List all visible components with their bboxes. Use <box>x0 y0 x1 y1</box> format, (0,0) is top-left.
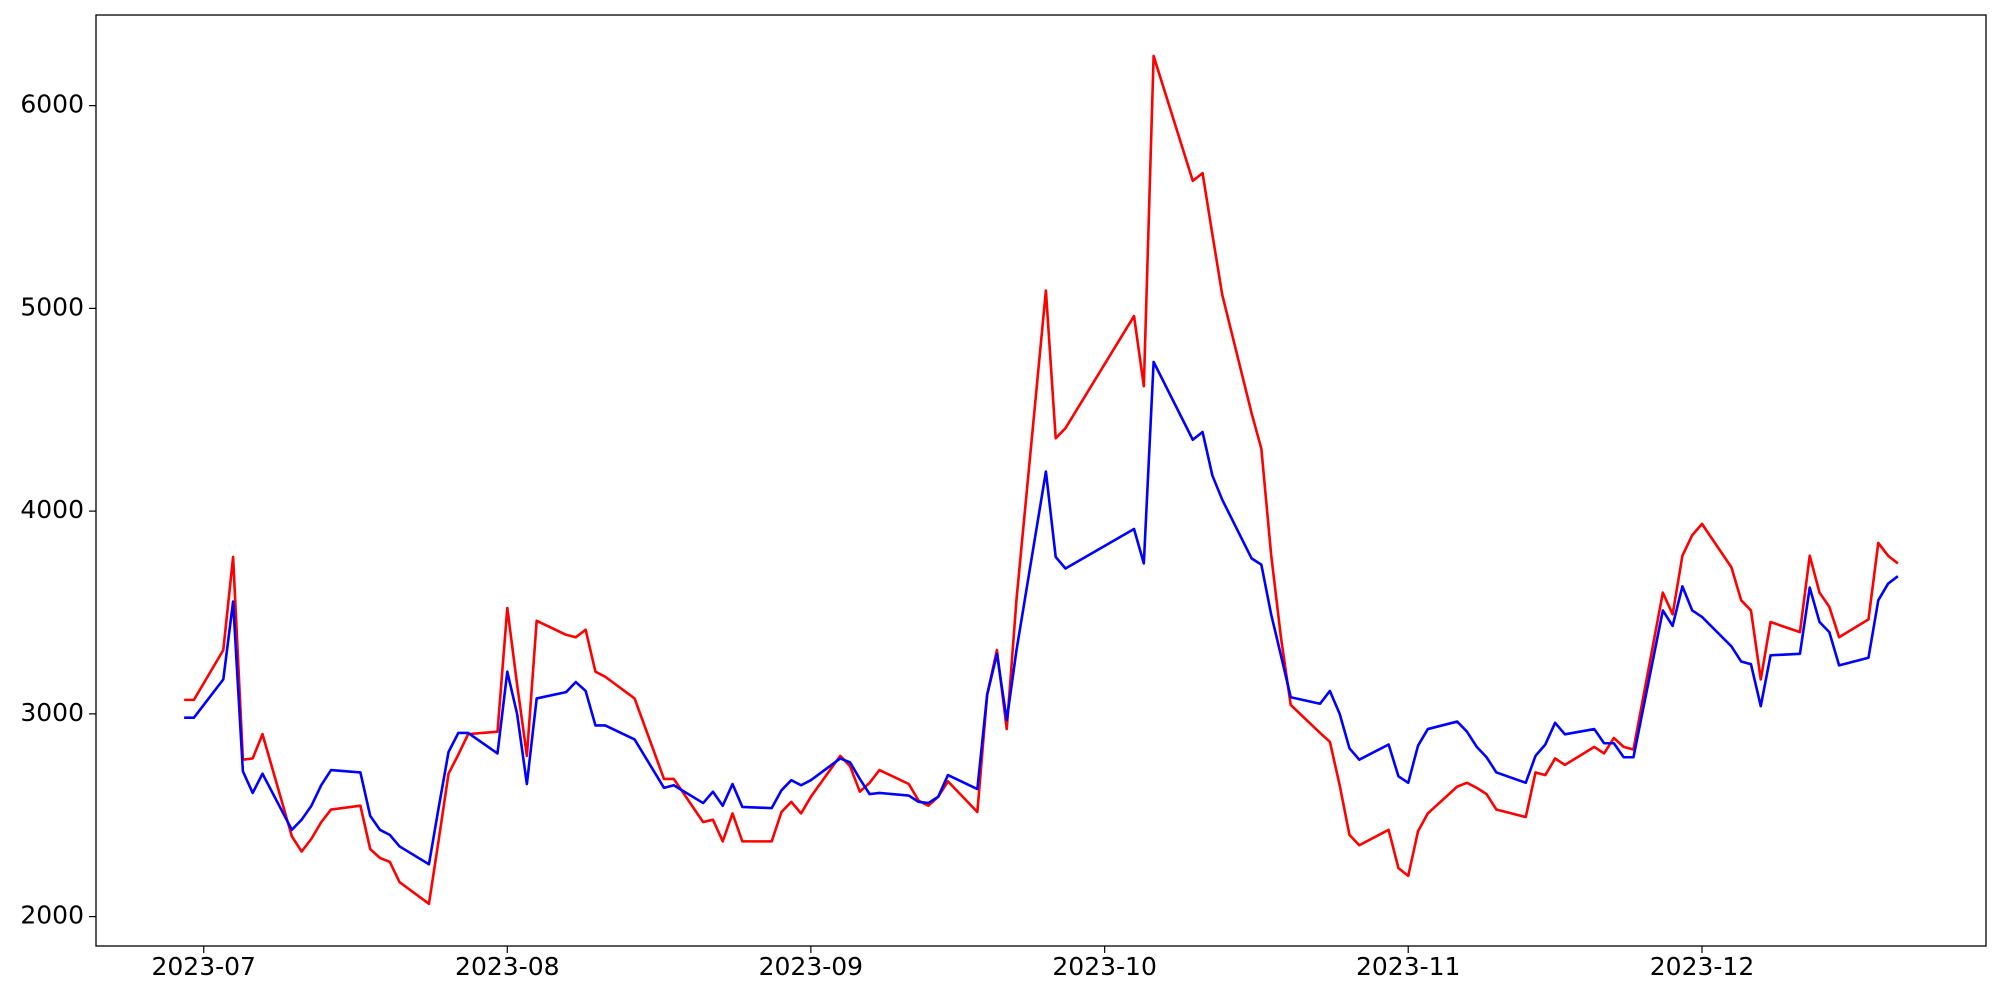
data-line <box>184 54 1899 906</box>
y-tick-label: 5000 <box>20 292 84 321</box>
x-tick-label: 2023-08 <box>455 952 559 981</box>
y-tick-label: 3000 <box>20 698 84 727</box>
y-tick-label: 2000 <box>20 901 84 930</box>
x-tick-label: 2023-10 <box>1052 952 1156 981</box>
x-tick-label: 2023-07 <box>151 952 255 981</box>
y-tick-label: 4000 <box>20 495 84 524</box>
y-tick-label: 6000 <box>20 90 84 119</box>
data-line <box>184 360 1899 866</box>
x-tick-label: 2023-12 <box>1650 952 1754 981</box>
plot-frame <box>95 14 1987 947</box>
x-tick-label: 2023-11 <box>1356 952 1460 981</box>
x-tick-label: 2023-09 <box>759 952 863 981</box>
